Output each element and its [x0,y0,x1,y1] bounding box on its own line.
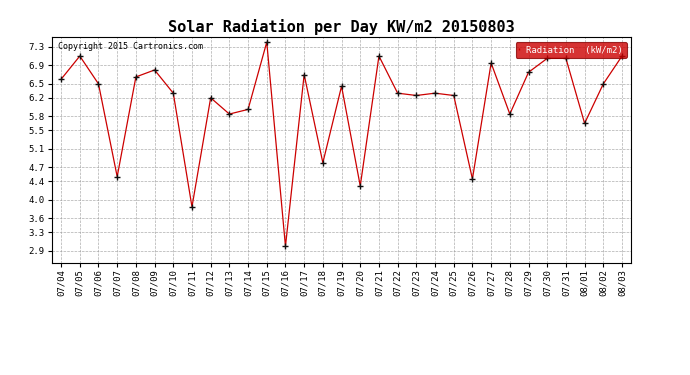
Title: Solar Radiation per Day KW/m2 20150803: Solar Radiation per Day KW/m2 20150803 [168,19,515,35]
Text: Copyright 2015 Cartronics.com: Copyright 2015 Cartronics.com [57,42,203,51]
Legend: Radiation  (kW/m2): Radiation (kW/m2) [515,42,627,58]
